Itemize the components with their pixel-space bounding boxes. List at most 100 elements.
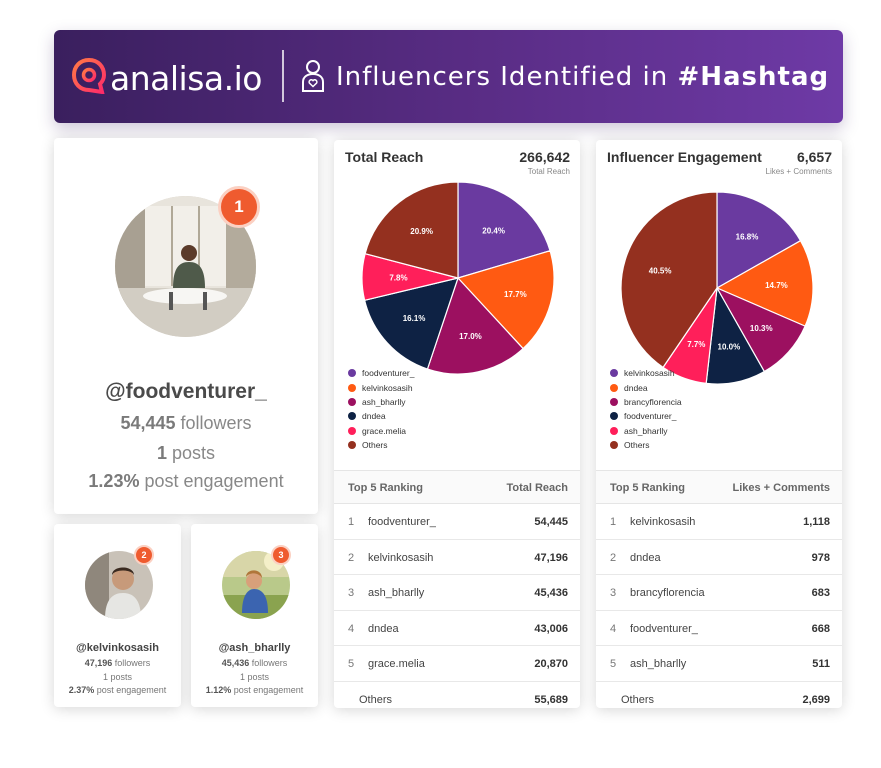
table-row[interactable]: 3 brancyflorencia 683 [596,575,842,611]
banner-divider [282,50,284,102]
legend-item[interactable]: kelvinkosasih [610,366,682,380]
pie-slice-foodventurer_[interactable] [457,181,551,279]
engagement-value: 1.12% [205,685,232,695]
rank-value: 43,006 [534,622,568,635]
ranking-table-header: Top 5 Ranking Total Reach [334,470,580,504]
rank-number: 1 [610,516,617,528]
rank-name: ash_bharlly [368,587,425,599]
legend-label: brancyflorencia [624,396,682,407]
rank-number: 5 [610,658,617,670]
rank-value: 1,118 [803,516,830,528]
table-row[interactable]: 5 ash_bharlly 511 [596,646,842,682]
pie-label: 17.0% [459,332,482,341]
table-row-others[interactable]: Others 2,699 [596,682,842,718]
reach-pie-chart[interactable]: 20.4% 17.7% 17.0% 16.1% 7.8% 20.9% [334,140,580,390]
table-row[interactable]: 3 ash_bharlly 45,436 [334,575,580,611]
influencer-handle[interactable]: @ash_bharlly [218,642,291,654]
legend-label: ash_bharlly [624,425,668,436]
influencer-handle[interactable]: @foodventurer_ [105,380,267,403]
legend-item[interactable]: dndea [348,409,414,423]
pie-slice-Others[interactable] [620,191,718,369]
rank-number: 3 [610,587,617,599]
rank-number: 5 [348,658,355,670]
rank-badge: 3 [271,545,291,565]
table-row[interactable]: 2 dndea 978 [596,540,842,575]
chart-total: 6,657 [796,149,832,165]
legend-item[interactable]: foodventurer_ [610,409,682,423]
legend-item[interactable]: grace.melia [348,424,414,438]
table-row-others[interactable]: Others 55,689 [334,682,580,718]
rank-value: 47,196 [534,551,568,564]
influencer-card-2[interactable]: 2 @kelvinkosasih 47,196 followers 1 post… [54,524,181,707]
legend-swatch [348,426,356,435]
analisa-logo-icon [71,57,107,99]
rank-name: ash_bharlly [630,658,687,670]
pie-label: 20.9% [410,227,433,236]
legend-item[interactable]: ash_bharlly [610,424,682,438]
table-row[interactable]: 1 kelvinkosasih 1,118 [596,504,842,540]
influencer-handle[interactable]: @kelvinkosasih [76,642,159,654]
banner-title: Influencers Identified in #Hashtag [336,62,829,92]
pie-label: 7.8% [389,273,407,282]
posts-stat: 1 posts [54,443,318,464]
engagement-value: 1.23% [88,471,140,491]
pie-label: 40.5% [649,266,672,275]
engagement-stat: 2.37% post engagement [54,685,181,695]
legend-label: Others [624,440,650,451]
pie-label: 14.7% [765,281,788,290]
brand-logo[interactable]: analisa.io [71,57,262,99]
legend-swatch [348,412,356,421]
table-row[interactable]: 1 foodventurer_ 54,445 [334,504,580,540]
rank-value: 511 [812,658,830,670]
legend-item[interactable]: kelvinkosasih [348,380,414,394]
rank-badge: 1 [218,186,260,228]
top-influencer-card[interactable]: 1 @foodventurer_ 54,445 followers 1 post… [54,138,318,514]
pie-slice-kelvinkosasih[interactable] [716,191,802,290]
rank-value: 683 [811,587,830,599]
legend-label: foodventurer_ [362,368,415,379]
chart-legend: kelvinkosasih dndea brancyflorencia foodven… [610,366,682,452]
header-banner: analisa.io Influencers Identified in #Ha… [54,30,843,123]
chart-unit: Likes + Comments [765,167,832,176]
legend-item[interactable]: Others [348,438,414,452]
legend-item[interactable]: Others [610,438,682,452]
rank-number: 1 [348,516,355,528]
table-row[interactable]: 4 dndea 43,006 [334,611,580,646]
legend-swatch [610,412,618,421]
legend-item[interactable]: brancyflorencia [610,395,682,409]
table-row[interactable]: 4 foodventurer_ 668 [596,611,842,646]
pie-slice-dndea[interactable] [363,277,459,370]
influencer-engagement-card: Influencer Engagement 6,657 Likes + Comm… [596,140,842,708]
rank-value: 54,445 [534,516,568,528]
table-row[interactable]: 5 grace.melia 20,870 [334,646,580,682]
legend-item[interactable]: foodventurer_ [348,366,414,380]
legend-item[interactable]: dndea [610,380,682,394]
rank-number: 3 [348,587,355,599]
rank-value: 45,436 [534,587,568,599]
followers-label: followers [112,658,151,668]
pie-slice-ash_bharlly[interactable] [426,276,524,375]
followers-count: 45,436 [221,658,250,668]
posts-stat: 1 posts [239,672,270,682]
pie-slice-Others[interactable] [364,181,459,279]
followers-label: followers [175,413,252,433]
pie-slice-dndea[interactable] [715,239,814,327]
legend-label: ash_bharlly [362,396,406,407]
table-row[interactable]: 2 kelvinkosasih 47,196 [334,540,580,575]
others-value: 2,699 [802,693,830,706]
followers-stat: 47,196 followers [54,658,181,668]
legend-swatch [348,369,356,378]
rank-name: dndea [630,551,661,564]
legend-item[interactable]: ash_bharlly [348,395,414,409]
rank-number: 2 [610,551,617,564]
hashtag-label: #Hashtag [677,62,830,92]
influencer-card-3[interactable]: 3 @ash_bharlly 45,436 followers 1 posts … [191,524,318,707]
engagement-pie-chart[interactable]: 16.8% 14.7% 10.3% 10.0% 7.7% 40.5% [596,140,842,390]
pie-label: 17.7% [504,290,527,299]
legend-label: Others [362,440,388,451]
pie-slice-kelvinkosasih[interactable] [456,250,555,350]
banner-title-text: Influencers Identified in [336,62,678,92]
legend-label: dndea [362,411,386,422]
chart-title: Influencer Engagement [607,149,762,165]
rank-badge: 2 [134,545,154,565]
